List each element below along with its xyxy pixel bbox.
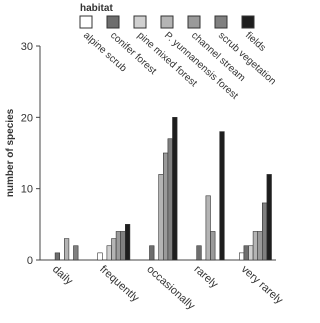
legend-title: habitat (80, 3, 113, 14)
bar (149, 245, 155, 261)
bar (210, 231, 216, 261)
x-tick-label: very rarely (239, 263, 284, 307)
bar (163, 152, 169, 261)
legend-swatch (133, 15, 147, 29)
legend-swatch (241, 15, 255, 29)
bar (115, 231, 121, 261)
bar (64, 238, 70, 261)
legend-swatch (106, 15, 120, 29)
bar (54, 252, 60, 261)
bar (172, 117, 178, 261)
bar (111, 238, 117, 261)
y-tick-label: 10 (21, 184, 33, 196)
bar (73, 245, 79, 261)
bar (125, 224, 131, 261)
bar (167, 138, 173, 261)
y-tick-label: 20 (21, 112, 33, 124)
bar (248, 245, 254, 261)
bar (106, 245, 112, 261)
bar (120, 231, 126, 261)
y-axis-label: number of species (5, 108, 16, 197)
bar (219, 131, 225, 261)
x-tick-label: rarely (192, 263, 221, 291)
legend-swatch (214, 15, 228, 29)
bar (205, 195, 211, 261)
bar (257, 231, 263, 261)
x-tick-label: occasionally (144, 263, 197, 312)
legend-swatch (160, 15, 174, 29)
y-tick-label: 30 (21, 41, 33, 53)
bar (196, 245, 202, 261)
bar (252, 231, 259, 261)
legend-swatch (79, 15, 93, 29)
x-tick-label: frequently (97, 263, 141, 305)
bar (158, 174, 164, 261)
bar (243, 245, 249, 261)
x-tick-label: daily (50, 263, 75, 287)
bar (266, 174, 272, 261)
bar (239, 252, 245, 261)
bar (97, 252, 103, 261)
bar (261, 202, 268, 261)
y-tick-label: 0 (27, 255, 33, 267)
legend-swatch (187, 15, 201, 29)
